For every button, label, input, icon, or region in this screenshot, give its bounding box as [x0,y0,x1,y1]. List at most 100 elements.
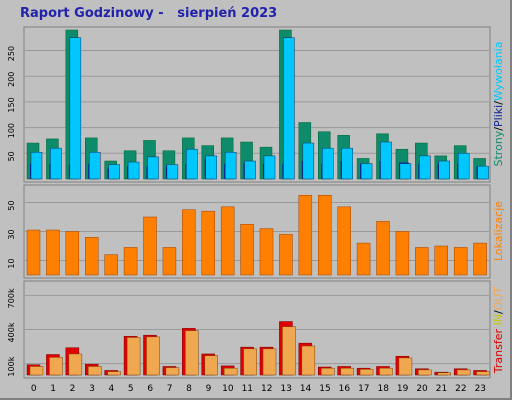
bar-in-out-20 [418,369,432,376]
x-tick-label: 2 [70,384,76,394]
bar-in-out-15 [321,367,335,376]
bar-in-out-6 [146,336,160,376]
x-tick-label: 22 [455,384,466,394]
top-legend-part: Pliki [492,105,505,127]
bar-sites-1 [46,229,60,276]
bar-visits-10 [224,152,237,180]
x-tick-label: 8 [186,384,192,394]
page-title: Raport Godzinowy - sierpień 2023 [20,6,278,21]
x-tick-label: 13 [280,384,291,394]
bar-in-out-17 [359,369,374,376]
bar-visits-5 [127,161,140,180]
x-tick-label: 4 [109,384,115,394]
bar-sites-18 [376,221,390,276]
top-y-tick-label: 250 [7,46,16,61]
bar-in-out-4 [107,371,121,376]
x-tick-label: 19 [397,384,409,394]
bar-sites-8 [182,209,196,276]
bar-visits-12 [263,155,276,180]
bar-visits-7 [166,164,179,180]
bar-in-out-21 [437,372,451,376]
x-tick-label: 12 [261,384,272,394]
bar-sites-0 [26,229,41,276]
x-tick-label: 16 [339,384,351,394]
bar-visits-13 [283,37,295,180]
x-tick-label: 17 [358,384,369,394]
bar-in-out-19 [398,357,413,376]
middle-y-tick-label: 30 [7,229,16,239]
bar-sites-2 [65,231,80,276]
top-legend-part: Wywołania [492,42,505,102]
bar-visits-11 [244,160,256,180]
bar-in-out-12 [262,348,277,376]
middle-y-tick-label: 50 [7,200,16,210]
bar-visits-18 [380,141,392,180]
bar-visits-22 [457,153,470,180]
x-tick-label: 23 [475,384,486,394]
bar-in-out-11 [243,348,257,376]
middle-legend: Lokalizacje [492,201,505,261]
bar-sites-6 [143,216,157,276]
x-tick-label: 18 [377,384,389,394]
bar-visits-16 [341,147,353,180]
bar-sites-23 [473,242,487,276]
bar-visits-6 [147,156,159,180]
bar-visits-23 [477,165,489,180]
bar-in-out-8 [185,330,199,376]
bar-sites-11 [240,224,254,276]
bar-visits-8 [186,148,198,180]
bar-sites-17 [356,242,371,276]
bar-sites-16 [337,206,351,276]
bar-sites-4 [104,254,118,276]
bar-visits-17 [360,163,373,180]
bar-visits-14 [302,142,315,180]
bar-in-out-2 [68,353,83,376]
bar-in-out-13 [282,326,296,376]
bottom-legend-part: IN [492,314,505,325]
top-legend-part: / [492,127,505,131]
bar-sites-14 [298,195,313,276]
bar-in-out-16 [340,367,354,376]
x-tick-label: 7 [167,384,173,394]
bottom-legend-part: / [492,310,505,314]
bar-visits-1 [50,147,62,180]
bar-in-out-18 [379,367,393,376]
bar-visits-3 [89,152,101,180]
bar-visits-20 [419,155,431,180]
bar-in-out-3 [88,366,102,376]
bar-in-out-0 [29,366,44,376]
x-tick-label: 3 [89,384,95,394]
bar-sites-5 [123,247,138,276]
bar-visits-19 [399,163,412,180]
x-tick-label: 21 [436,384,447,394]
bar-sites-22 [453,247,468,276]
x-tick-label: 10 [222,384,234,394]
x-tick-label: 5 [128,384,134,394]
x-tick-label: 9 [206,384,212,394]
bar-visits-0 [30,152,43,180]
top-y-tick-label: 150 [7,97,16,112]
bottom-y-tick-label: 400k [7,322,16,342]
bar-in-out-10 [223,367,238,376]
top-y-tick-label: 200 [7,72,16,87]
bar-sites-19 [395,231,410,276]
bottom-y-tick-label: 100k [7,356,16,376]
bar-visits-2 [69,37,82,180]
top-legend-part: Strony [492,130,505,166]
top-legend: Strony/Pliki/Wywołania [492,42,505,167]
middle-y-tick-label: 10 [7,258,16,268]
x-tick-label: 6 [147,384,153,394]
bar-sites-10 [220,206,235,276]
top-y-tick-label: 50 [7,151,16,161]
bar-in-out-9 [204,355,218,376]
bar-sites-9 [201,210,215,276]
bar-in-out-1 [49,357,63,376]
top-plot-area [23,26,491,183]
bar-sites-21 [434,245,448,276]
bar-visits-4 [108,164,120,180]
bar-in-out-14 [301,345,316,376]
bar-sites-12 [259,228,274,276]
bottom-legend-part: OUT [492,287,505,311]
bar-visits-21 [438,160,450,180]
